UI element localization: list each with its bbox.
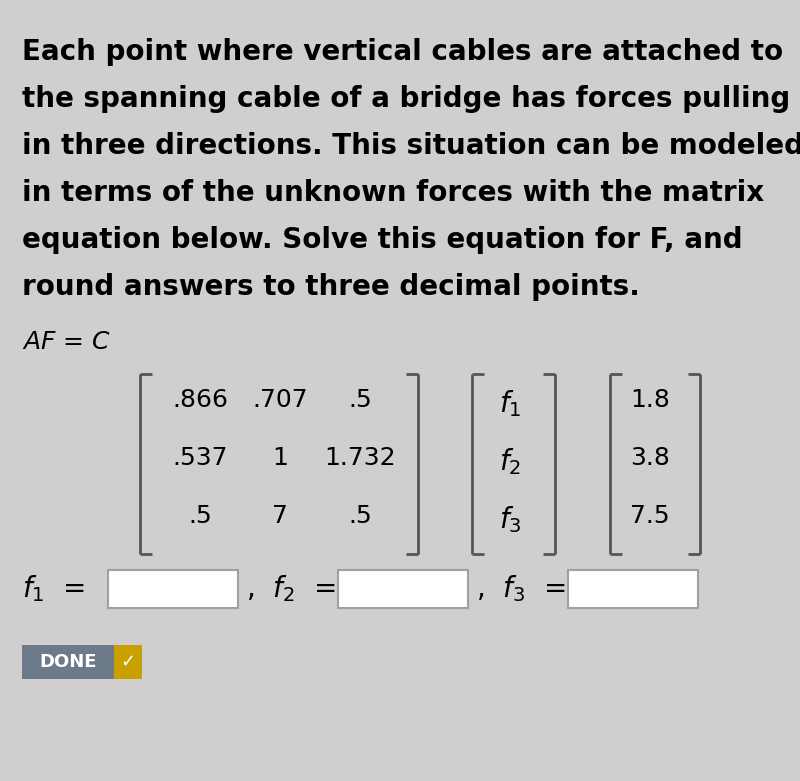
Text: .866: .866 xyxy=(172,388,228,412)
Text: .537: .537 xyxy=(172,446,228,470)
Bar xyxy=(568,570,698,608)
Text: .707: .707 xyxy=(252,388,308,412)
Text: $f_{1}$: $f_{1}$ xyxy=(499,388,521,419)
Text: .5: .5 xyxy=(348,388,372,412)
Text: 1.8: 1.8 xyxy=(630,388,670,412)
Text: in three directions. This situation can be modeled: in three directions. This situation can … xyxy=(22,132,800,160)
Text: 1.732: 1.732 xyxy=(324,446,396,470)
Text: the spanning cable of a bridge has forces pulling: the spanning cable of a bridge has force… xyxy=(22,85,790,113)
Text: 3.8: 3.8 xyxy=(630,446,670,470)
Text: Each point where vertical cables are attached to: Each point where vertical cables are att… xyxy=(22,38,783,66)
Text: .5: .5 xyxy=(348,504,372,528)
Text: 7: 7 xyxy=(272,504,288,528)
Text: round answers to three decimal points.: round answers to three decimal points. xyxy=(22,273,640,301)
Text: in terms of the unknown forces with the matrix: in terms of the unknown forces with the … xyxy=(22,179,764,207)
Bar xyxy=(22,645,114,679)
Text: $f_1$  =: $f_1$ = xyxy=(22,573,85,604)
Text: .5: .5 xyxy=(188,504,212,528)
Text: 1: 1 xyxy=(272,446,288,470)
Bar xyxy=(114,645,142,679)
Text: DONE: DONE xyxy=(39,653,97,671)
Text: equation below. Solve this equation for F, and: equation below. Solve this equation for … xyxy=(22,226,742,254)
Bar xyxy=(108,570,238,608)
Text: 7.5: 7.5 xyxy=(630,504,670,528)
Text: ,  $f_2$  =: , $f_2$ = xyxy=(246,573,335,604)
Text: ,  $f_3$  =: , $f_3$ = xyxy=(476,573,566,604)
Text: ✓: ✓ xyxy=(121,653,135,671)
Text: $f_{3}$: $f_{3}$ xyxy=(498,504,522,535)
Text: $f_{2}$: $f_{2}$ xyxy=(499,446,521,476)
Text: $\mathit{AF}$ = $\mathit{C}$: $\mathit{AF}$ = $\mathit{C}$ xyxy=(22,330,111,354)
Bar xyxy=(338,570,468,608)
